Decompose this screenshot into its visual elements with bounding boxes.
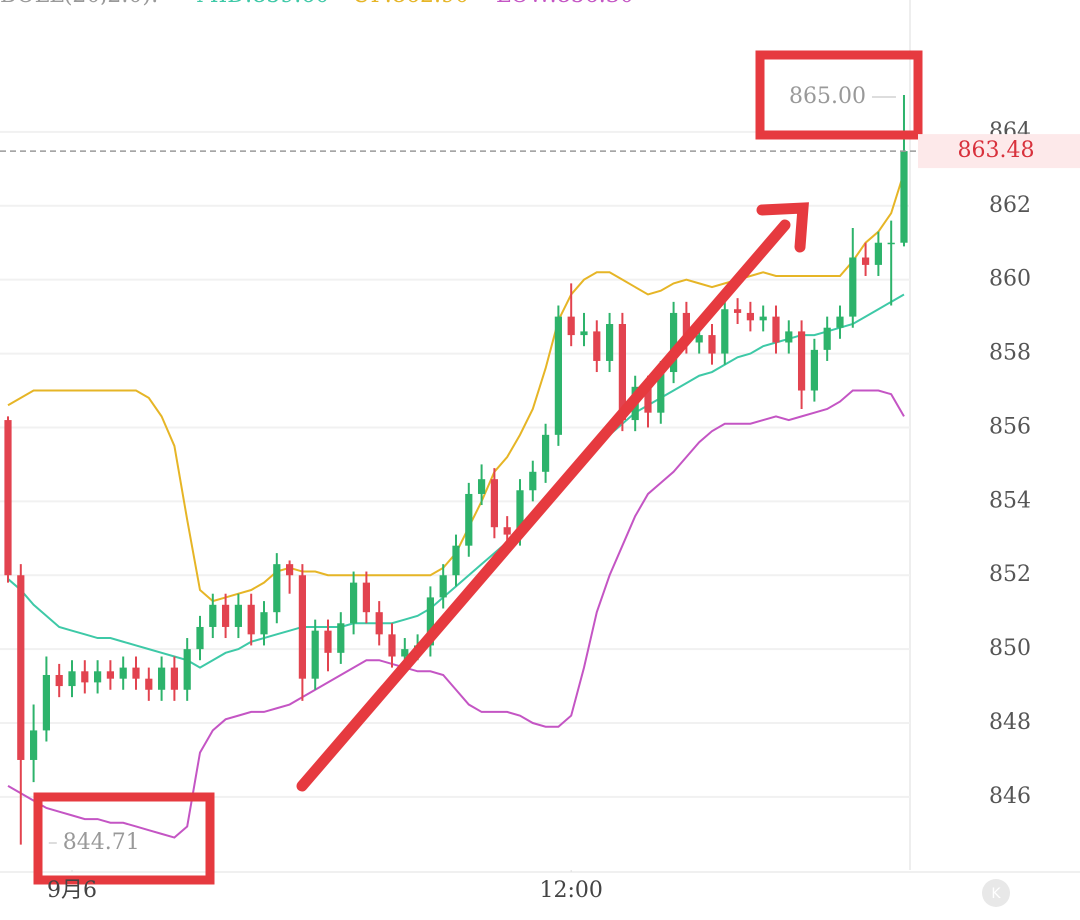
candle-body bbox=[337, 623, 345, 653]
candle-body bbox=[4, 420, 12, 576]
candle-body bbox=[439, 575, 447, 598]
k-icon[interactable] bbox=[982, 879, 1010, 907]
y-tick-label: 858 bbox=[989, 341, 1031, 366]
candle-body bbox=[477, 479, 486, 494]
candle-body bbox=[375, 612, 383, 635]
y-tick-label: 854 bbox=[989, 488, 1031, 513]
candle-body bbox=[362, 582, 370, 613]
x-tick-label: 9月6 bbox=[47, 878, 97, 903]
highlight-box bbox=[33, 792, 215, 885]
candle-body bbox=[298, 575, 306, 679]
candle-body bbox=[759, 316, 767, 321]
x-tick-label: 12:00 bbox=[539, 878, 602, 903]
indicator-up: UP:862.90 bbox=[352, 0, 469, 8]
candle-body bbox=[874, 242, 882, 265]
y-tick-label: 860 bbox=[989, 267, 1031, 292]
indicator-name: BOLL(20,2.0): bbox=[0, 0, 158, 8]
candle-body bbox=[772, 316, 780, 343]
candle-body bbox=[247, 604, 255, 635]
candle-body bbox=[849, 257, 857, 317]
candle-body bbox=[157, 667, 166, 690]
trend-arrow bbox=[296, 219, 791, 792]
candle-body bbox=[669, 312, 678, 373]
candle-body bbox=[797, 331, 806, 391]
candle-body bbox=[836, 316, 844, 328]
y-tick-label: 856 bbox=[989, 414, 1031, 439]
candle-body bbox=[234, 604, 242, 627]
y-tick-label: 852 bbox=[989, 562, 1031, 587]
highlight-box bbox=[755, 50, 923, 140]
trend-arrow-head bbox=[756, 202, 809, 253]
candle-body bbox=[209, 604, 217, 627]
candle-body bbox=[260, 612, 268, 635]
candle-body bbox=[29, 730, 38, 760]
candle-body bbox=[465, 493, 473, 546]
candle-body bbox=[55, 674, 63, 687]
min-label: 844.71 bbox=[63, 830, 140, 855]
candle-body bbox=[17, 575, 25, 760]
y-tick-label: 846 bbox=[989, 784, 1031, 809]
y-tick-label: 850 bbox=[989, 636, 1031, 661]
candle-body bbox=[861, 257, 870, 265]
candle-body bbox=[823, 327, 831, 350]
candle-body bbox=[311, 630, 319, 679]
max-label: 865.00 bbox=[789, 84, 866, 109]
candle-body bbox=[503, 527, 511, 535]
last-price-label: 863.48 bbox=[958, 138, 1035, 163]
candle-body bbox=[695, 335, 703, 343]
candle-body bbox=[196, 626, 204, 650]
candle-body bbox=[285, 564, 294, 576]
candle-body bbox=[93, 671, 102, 683]
y-tick-label: 862 bbox=[989, 193, 1031, 218]
candle-body bbox=[132, 667, 140, 679]
candle-body bbox=[145, 678, 153, 690]
indicator-low: LOW:856.30 bbox=[496, 0, 634, 8]
candle-body bbox=[529, 471, 537, 491]
candle-body bbox=[170, 667, 178, 690]
candle-body bbox=[490, 479, 498, 528]
candle-body bbox=[580, 331, 588, 336]
candle-body bbox=[644, 386, 652, 413]
candle-body bbox=[388, 634, 396, 657]
candle-body bbox=[785, 331, 793, 343]
candle-body bbox=[541, 434, 550, 472]
candle-body bbox=[516, 490, 524, 535]
candle-body bbox=[746, 312, 754, 321]
bollinger-band bbox=[7, 389, 905, 839]
candle-body bbox=[42, 674, 50, 731]
y-tick-label: 848 bbox=[989, 710, 1031, 735]
last-price-tag bbox=[918, 134, 1080, 169]
candle-body bbox=[452, 545, 460, 576]
candle-body bbox=[657, 372, 665, 413]
candle-body bbox=[733, 309, 742, 313]
candle-body bbox=[708, 335, 716, 354]
candle-body bbox=[605, 324, 614, 361]
candle-body bbox=[567, 316, 575, 336]
candle-body bbox=[106, 671, 114, 679]
candle-body bbox=[426, 597, 434, 646]
candle-body bbox=[593, 331, 601, 361]
k-icon-label[interactable]: K bbox=[991, 886, 1001, 902]
candle-body bbox=[401, 649, 409, 657]
candle-body bbox=[810, 349, 818, 391]
candle-body bbox=[324, 630, 332, 653]
candle-body bbox=[682, 312, 690, 343]
candle-body bbox=[887, 242, 895, 245]
candle-body bbox=[221, 604, 230, 627]
candle-body bbox=[68, 671, 76, 687]
indicator-mid: MID:859.60 bbox=[196, 0, 329, 8]
candle-body bbox=[119, 667, 127, 679]
candle-body bbox=[81, 671, 89, 683]
candle-body bbox=[618, 324, 626, 421]
candle-body bbox=[183, 649, 191, 690]
candle-body bbox=[554, 316, 562, 435]
candle-body bbox=[349, 582, 358, 624]
candle-body bbox=[721, 309, 729, 354]
candle-body bbox=[273, 564, 281, 613]
candle-body bbox=[900, 151, 908, 243]
